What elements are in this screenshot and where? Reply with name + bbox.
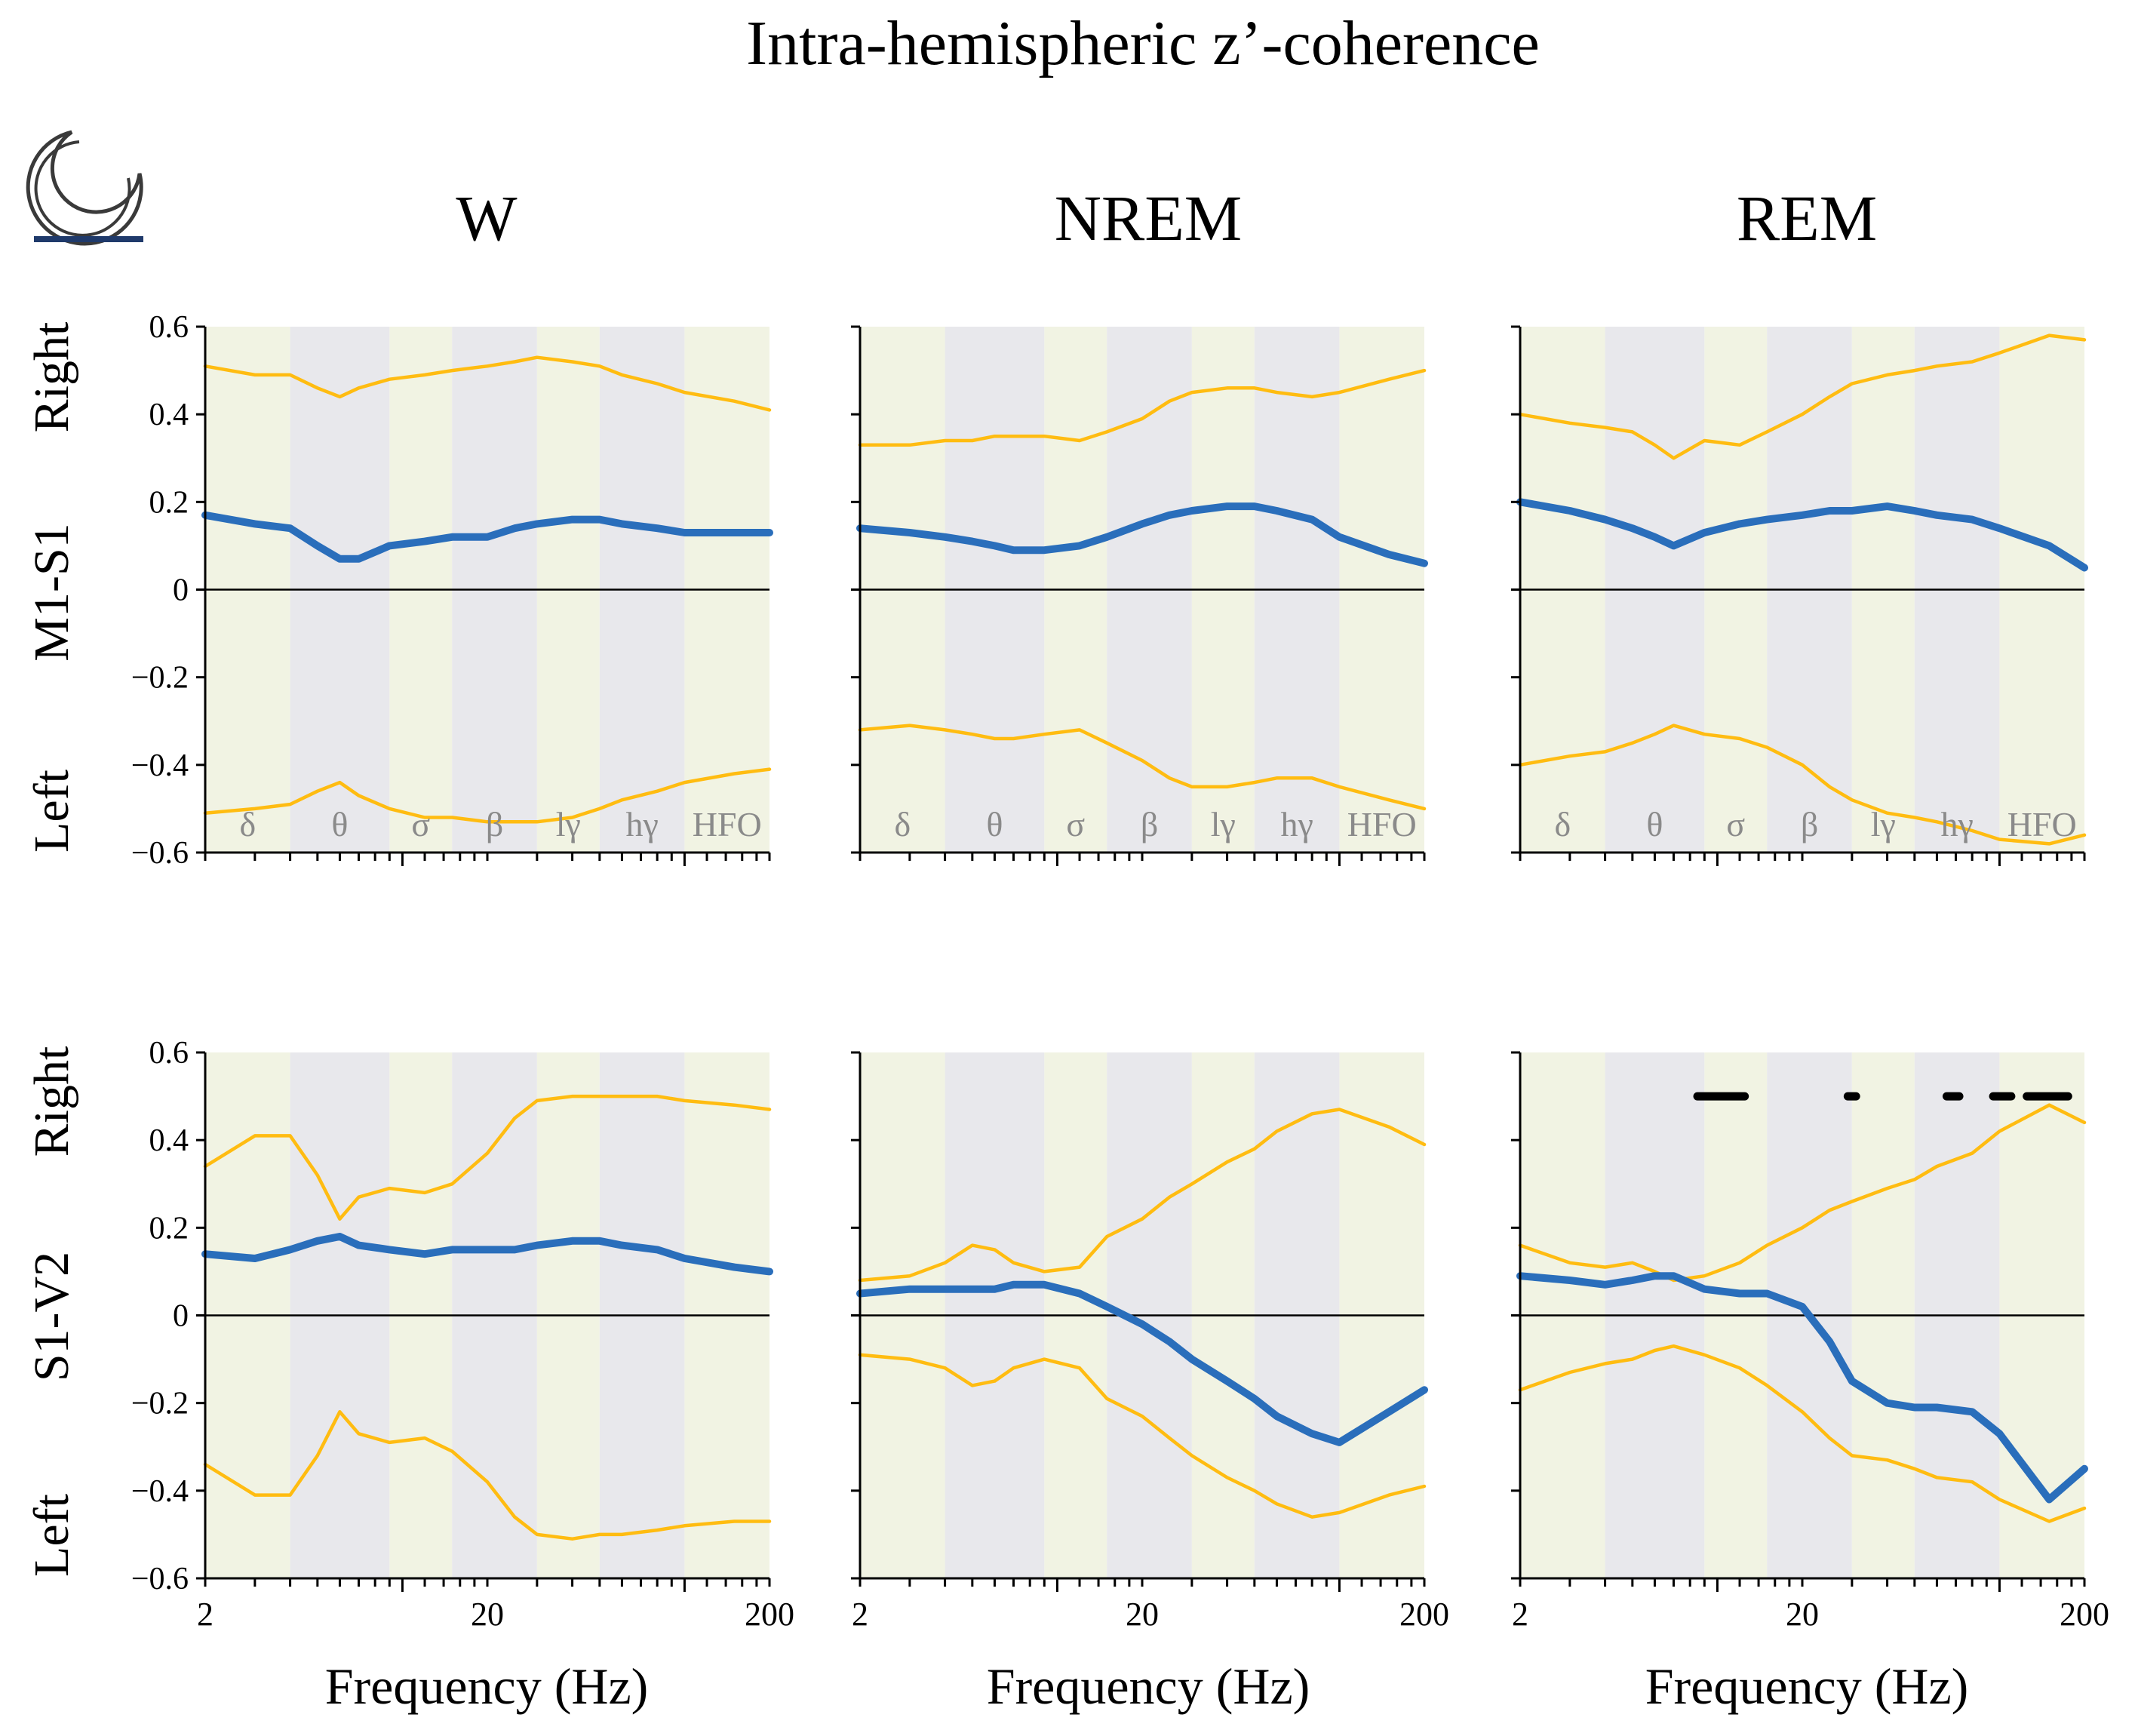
- y-tick-label-5: −0.4: [131, 748, 189, 783]
- band-label-4: lγ: [1211, 805, 1236, 843]
- x-tick-label-0: 2: [197, 1596, 213, 1633]
- panel-s1-v2-nrem: 2 20 200: [851, 1051, 1449, 1633]
- y-tick-label-4: −0.2: [131, 1387, 189, 1421]
- series-line-1: [203, 1410, 772, 1541]
- x-tick-label-1: 20: [471, 1596, 504, 1633]
- series-line-1: [1518, 724, 2087, 846]
- band-label-1: θ: [986, 805, 1003, 843]
- series-line-2: [856, 1280, 1428, 1446]
- column-title-rem: REM: [1737, 182, 1877, 254]
- series-line-0: [203, 1094, 772, 1221]
- panels: δ θ σ β lγ hγ HFO0.60.40.20−0.2−0.4−0.60.60.40…: [131, 310, 2109, 1633]
- xlabel-w: Frequency (Hz): [325, 1658, 649, 1715]
- y-tick-label-0: 0.6: [149, 1036, 189, 1071]
- y-tick-label-6: −0.6: [131, 836, 189, 871]
- y-tick-label-4: −0.2: [131, 661, 189, 696]
- band-label-4: lγ: [556, 805, 581, 843]
- x-tick-label-2: 200: [1399, 1596, 1449, 1633]
- row-label-s1-v2-right: Right: [24, 1046, 79, 1157]
- band-label-1: θ: [331, 805, 348, 843]
- band-label-6: HFO: [2007, 805, 2077, 843]
- series-line-2: [201, 511, 773, 563]
- row-label-s1-v2-left: Left: [24, 1494, 79, 1577]
- band-label-2: σ: [1726, 805, 1745, 843]
- band-label-4: lγ: [1871, 805, 1896, 843]
- y-tick-label-2: 0.2: [149, 1211, 189, 1246]
- series-line-0: [203, 355, 772, 412]
- band-label-5: hγ: [1280, 805, 1313, 843]
- series-line-2: [856, 502, 1428, 567]
- band-label-6: HFO: [693, 805, 762, 843]
- panel-m1-s1-nrem: δ θ σ β lγ hγ HFO: [851, 325, 1428, 866]
- band-label-2: σ: [411, 805, 430, 843]
- series-line-0: [1518, 333, 2087, 460]
- band-label-3: β: [1801, 805, 1818, 843]
- band-label-0: δ: [239, 805, 256, 843]
- series-line-2: [1516, 498, 2088, 572]
- series-line-0: [1518, 1103, 2087, 1283]
- series-line-1: [858, 724, 1427, 811]
- xlabel-nrem: Frequency (Hz): [987, 1658, 1310, 1715]
- y-tick-label-3: 0: [173, 573, 189, 608]
- figure-title: Intra-hemispheric z’-coherence: [746, 8, 1540, 78]
- series-line-0: [858, 1108, 1427, 1283]
- column-title-w: W: [456, 182, 517, 254]
- y-tick-label-1: 0.4: [149, 1123, 189, 1158]
- series-line-2: [201, 1233, 773, 1276]
- band-label-0: δ: [1554, 805, 1571, 843]
- panel-s1-v2-rem: 2 20 200: [1511, 1051, 2109, 1633]
- x-tick-label-0: 2: [852, 1596, 868, 1633]
- row-label-m1-s1-left: Left: [24, 770, 79, 853]
- row-label-m1-s1-right: Right: [24, 322, 79, 433]
- x-tick-label-2: 200: [745, 1596, 794, 1633]
- y-tick-label-6: −0.6: [131, 1562, 189, 1596]
- column-title-nrem: NREM: [1055, 182, 1242, 254]
- y-tick-label-5: −0.4: [131, 1474, 189, 1509]
- band-label-0: δ: [894, 805, 911, 843]
- row-label-m1-s1: Left M1-S1 Right: [24, 322, 79, 853]
- series-line-2: [1516, 1272, 2088, 1504]
- row-label-m1-s1-pair: M1-S1: [24, 523, 79, 661]
- series-line-1: [203, 767, 772, 824]
- panel-m1-s1-w: δ θ σ β lγ hγ HFO 0.6 0.4 0.2 0 −0.2 −0.4 −0.6: [131, 310, 773, 871]
- band-label-5: hγ: [625, 805, 658, 843]
- band-label-5: hγ: [1940, 805, 1973, 843]
- series-line-0: [858, 368, 1427, 447]
- row-label-s1-v2: Left S1-V2 Right: [24, 1046, 79, 1577]
- y-tick-label-0: 0.6: [149, 310, 189, 345]
- y-tick-label-3: 0: [173, 1299, 189, 1334]
- moon-sleep-icon: [26, 130, 143, 246]
- y-tick-label-1: 0.4: [149, 398, 189, 432]
- band-label-6: HFO: [1347, 805, 1417, 843]
- panel-s1-v2-w: 0.6 0.4 0.2 0 −0.2 −0.4 −0.62 20 200: [131, 1036, 794, 1633]
- y-tick-label-2: 0.2: [149, 485, 189, 520]
- series-line-1: [1518, 1344, 2087, 1523]
- band-label-3: β: [486, 805, 503, 843]
- band-label-1: θ: [1646, 805, 1663, 843]
- panel-m1-s1-rem: δ θ σ β lγ hγ HFO: [1511, 325, 2088, 866]
- xlabel-rem: Frequency (Hz): [1645, 1658, 1969, 1715]
- row-label-s1-v2-pair: S1-V2: [24, 1252, 79, 1381]
- series-line-1: [858, 1353, 1427, 1519]
- x-tick-label-1: 20: [1126, 1596, 1159, 1633]
- x-tick-label-0: 2: [1512, 1596, 1528, 1633]
- x-tick-label-2: 200: [2060, 1596, 2109, 1633]
- x-tick-label-1: 20: [1786, 1596, 1819, 1633]
- band-label-2: σ: [1066, 805, 1085, 843]
- band-label-3: β: [1141, 805, 1158, 843]
